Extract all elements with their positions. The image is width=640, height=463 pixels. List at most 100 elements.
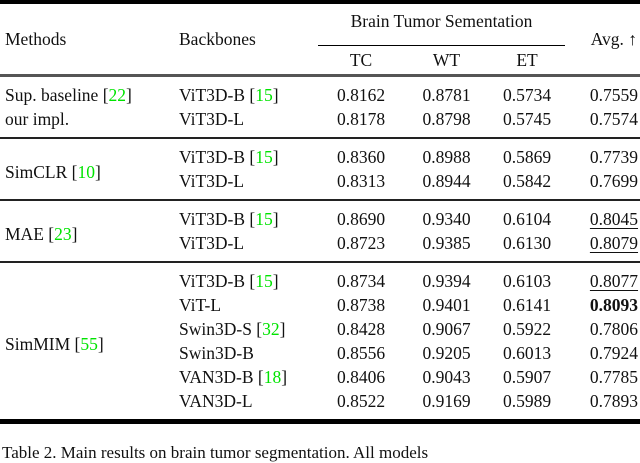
table-body: Sup. baseline [22] our impl. ViT3D-B [15] 0… — [0, 76, 640, 422]
col-header-span-brain-tumor: Brain Tumor Sementation — [318, 2, 566, 46]
method-label: Sup. baseline [22] — [5, 85, 132, 105]
score-et: 0.6104 — [489, 199, 566, 231]
col-header-backbones: Backbones — [179, 28, 256, 49]
citation-link[interactable]: 15 — [255, 85, 273, 105]
score-wt: 0.8988 — [404, 137, 489, 169]
backbone-label: Swin3D-S [32] — [179, 319, 286, 339]
score-tc: 0.8522 — [336, 391, 386, 411]
citation-link[interactable]: 22 — [108, 85, 127, 105]
backbone-label: ViT3D-B [15] — [172, 261, 318, 293]
score-wt: 0.8781 — [422, 85, 471, 105]
score-tc: 0.8162 — [336, 85, 386, 105]
score-et: 0.5922 — [502, 319, 552, 339]
method-label: our impl. — [5, 109, 70, 129]
score-wt: 0.9394 — [404, 261, 489, 293]
score-tc: 0.8734 — [318, 261, 404, 293]
score-avg: 0.7924 — [589, 343, 639, 363]
table-row: Swin3D-B 0.8556 0.9205 0.6013 0.7924 — [0, 341, 640, 365]
table-row: SimMIM [55] ViT3D-B [15] 0.8734 0.9394 0.610… — [0, 261, 640, 422]
backbone-label: VAN3D-B [18] — [179, 367, 288, 387]
backbone-label: ViT3D-B [15] — [179, 85, 279, 105]
citation-link[interactable]: 32 — [262, 319, 280, 339]
score-avg: 0.7739 — [565, 137, 640, 169]
header-row-1: Methods Backbones Brain Tumor Sementatio… — [0, 2, 640, 49]
score-avg: 0.7574 — [589, 109, 639, 129]
score-tc: 0.8360 — [318, 137, 404, 169]
results-table: Methods Backbones Brain Tumor Sementatio… — [0, 0, 640, 422]
table-row: VAN3D-B [18] 0.8406 0.9043 0.5907 0.7785 — [0, 365, 640, 389]
table-row: Sup. baseline [22] our impl. ViT3D-B [15] 0… — [0, 76, 640, 129]
citation-link[interactable]: 15 — [255, 271, 273, 291]
score-wt: 0.9169 — [422, 391, 471, 411]
score-tc: 0.8690 — [318, 199, 404, 231]
table-row: ViT-L 0.8738 0.9401 0.6141 0.8093 — [0, 293, 640, 317]
score-avg: 0.8093 — [589, 295, 639, 315]
score-tc: 0.8406 — [336, 367, 386, 387]
table-header: Methods Backbones Brain Tumor Sementatio… — [0, 2, 640, 76]
col-header-et: ET — [516, 49, 538, 70]
header-row-2: TC WT ET — [0, 46, 640, 76]
score-tc: 0.8428 — [336, 319, 386, 339]
table-row: SimCLR [10] ViT3D-B [15] 0.8360 0.8988 0.586… — [0, 137, 640, 200]
score-et: 0.6013 — [502, 343, 552, 363]
score-tc: 0.8556 — [336, 343, 386, 363]
score-wt: 0.9385 — [422, 233, 471, 253]
col-header-tc: TC — [349, 49, 373, 70]
score-et: 0.6130 — [502, 233, 552, 253]
backbone-label: ViT3D-B [15] — [172, 137, 318, 169]
backbone-label: ViT3D-L — [179, 171, 245, 191]
score-avg: 0.8045 — [565, 199, 640, 231]
score-avg: 0.8077 — [565, 261, 640, 293]
method-cell: SimMIM [55] — [0, 261, 172, 422]
score-tc: 0.8178 — [336, 109, 386, 129]
backbone-label: VAN3D-L — [179, 391, 253, 411]
score-tc: 0.8723 — [336, 233, 386, 253]
table-row: VAN3D-L 0.8522 0.9169 0.5989 0.7893 — [0, 389, 640, 422]
score-et: 0.6103 — [489, 261, 566, 293]
method-cell: Sup. baseline [22] our impl. — [0, 76, 172, 139]
method-label: MAE [23] — [5, 224, 78, 244]
backbone-label: Swin3D-B — [179, 343, 254, 363]
citation-link[interactable]: 23 — [54, 224, 72, 244]
table-row: MAE [23] ViT3D-B [15] 0.8690 0.9340 0.6104 0.… — [0, 199, 640, 262]
score-avg: 0.7806 — [589, 319, 639, 339]
citation-link[interactable]: 15 — [255, 147, 273, 167]
score-et: 0.6141 — [502, 295, 552, 315]
score-wt: 0.8944 — [422, 171, 471, 191]
backbone-label: ViT-L — [179, 295, 222, 315]
score-avg: 0.7785 — [589, 367, 639, 387]
citation-link[interactable]: 55 — [80, 334, 98, 354]
score-tc: 0.8738 — [336, 295, 386, 315]
score-avg: 0.7893 — [589, 391, 639, 411]
table-row: Swin3D-S [32] 0.8428 0.9067 0.5922 0.7806 — [0, 317, 640, 341]
citation-link[interactable]: 15 — [255, 209, 273, 229]
backbone-label: ViT3D-L — [179, 233, 245, 253]
score-et: 0.5842 — [502, 171, 552, 191]
backbone-label: ViT3D-B [15] — [172, 199, 318, 231]
score-wt: 0.9340 — [404, 199, 489, 231]
col-header-methods: Methods — [5, 28, 67, 49]
score-wt: 0.8798 — [422, 109, 471, 129]
score-avg: 0.7699 — [589, 171, 639, 191]
table-caption: Table 2. Main results on brain tumor seg… — [2, 443, 429, 462]
score-et: 0.5989 — [502, 391, 552, 411]
backbone-label: ViT3D-L — [179, 109, 245, 129]
score-wt: 0.9067 — [422, 319, 471, 339]
score-et: 0.5907 — [502, 367, 552, 387]
method-cell: MAE [23] — [0, 199, 172, 262]
table-row: ViT3D-L 0.8178 0.8798 0.5745 0.7574 — [0, 107, 640, 138]
score-wt: 0.9205 — [422, 343, 471, 363]
score-wt: 0.9043 — [422, 367, 471, 387]
method-cell: SimCLR [10] — [0, 137, 172, 200]
score-tc: 0.8313 — [336, 171, 386, 191]
score-et: 0.5745 — [502, 109, 552, 129]
col-header-avg: Avg. ↑ — [590, 28, 638, 49]
method-label: SimMIM [55] — [5, 334, 104, 354]
method-label: SimCLR [10] — [5, 162, 101, 182]
score-avg: 0.8079 — [589, 233, 639, 253]
citation-link[interactable]: 10 — [77, 162, 95, 182]
citation-link[interactable]: 18 — [263, 367, 282, 387]
table-row: ViT3D-L 0.8313 0.8944 0.5842 0.7699 — [0, 169, 640, 200]
table-row: ViT3D-L 0.8723 0.9385 0.6130 0.8079 — [0, 231, 640, 262]
score-wt: 0.9401 — [422, 295, 471, 315]
